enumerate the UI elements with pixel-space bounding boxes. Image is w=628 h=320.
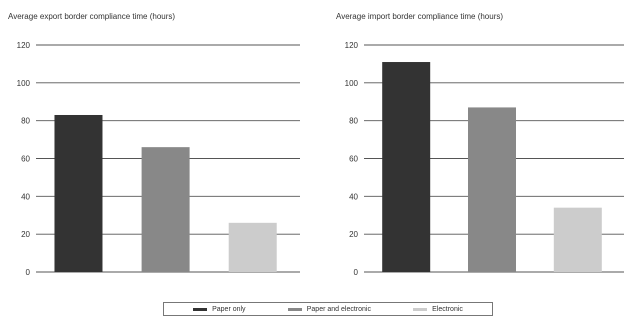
legend-item-paper-only: Paper only xyxy=(193,305,246,313)
y-tick-label-60: 60 xyxy=(349,155,358,164)
chart-title-1: Average export border compliance time (h… xyxy=(8,12,175,21)
legend-swatch-paper-only xyxy=(193,307,208,311)
legend-label-paper-and-electronic: Paper and electronic xyxy=(306,305,371,313)
legend-item-electronic: Electronic xyxy=(413,306,463,313)
y-tick-label-120: 120 xyxy=(17,41,31,50)
bar-paper-only xyxy=(382,62,431,273)
legend: Paper only Paper and electronic Electron… xyxy=(163,302,493,316)
y-tick-label-0: 0 xyxy=(26,268,31,277)
y-tick-label-40: 40 xyxy=(349,192,358,201)
legend-item-paper-and-electronic: Paper and electronic xyxy=(287,305,371,313)
bar-paper-only xyxy=(54,114,103,272)
y-tick-label-60: 60 xyxy=(21,155,30,164)
y-tick-label-80: 80 xyxy=(21,117,30,126)
y-tick-label-100: 100 xyxy=(345,79,359,88)
bar-paper-and-electronic xyxy=(141,147,190,272)
y-tick-label-20: 20 xyxy=(349,230,358,239)
legend-label-paper-only: Paper only xyxy=(212,305,246,313)
legend-swatch-paper-and-electronic xyxy=(287,307,302,311)
legend-label-electronic: Electronic xyxy=(432,305,463,313)
bar-electronic xyxy=(228,222,277,272)
y-tick-label-0: 0 xyxy=(354,268,359,277)
chart-title-2: Average import border compliance time (h… xyxy=(336,12,503,21)
y-tick-label-120: 120 xyxy=(345,41,359,50)
charts-canvas: Average export border compliance time (h… xyxy=(8,12,624,277)
legend-swatch-electronic xyxy=(413,307,428,311)
bar-paper-and-electronic xyxy=(468,107,516,272)
bar-electronic xyxy=(553,207,602,272)
y-tick-label-40: 40 xyxy=(21,192,30,201)
y-tick-label-100: 100 xyxy=(17,79,31,88)
y-tick-label-20: 20 xyxy=(21,230,30,239)
chart-panel-1: Average export border compliance time (h… xyxy=(8,12,300,277)
y-tick-label-80: 80 xyxy=(349,117,358,126)
chart-panel-2: Average import border compliance time (h… xyxy=(336,12,624,277)
